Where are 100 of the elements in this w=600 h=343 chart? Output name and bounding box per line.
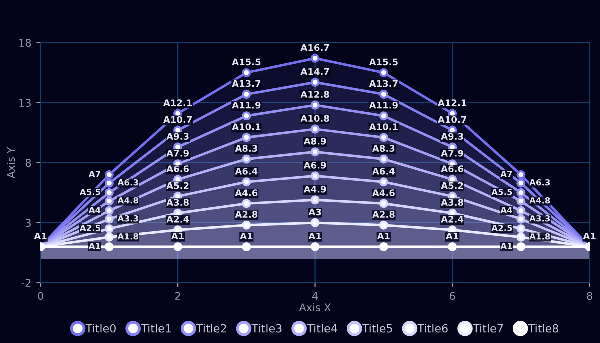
data-label: A7	[500, 171, 512, 178]
point	[516, 196, 526, 206]
data-label: A12.1	[438, 100, 467, 106]
data-label: A2.8	[372, 211, 395, 218]
point	[104, 214, 114, 224]
x-axis-title: Axis X	[299, 303, 332, 312]
data-label: A16.7	[300, 44, 330, 52]
legend-label: Title6	[418, 324, 448, 333]
legend-label: Title7	[473, 324, 503, 333]
x-tick-label: 4	[312, 292, 318, 300]
legend-label: Title3	[252, 324, 282, 333]
data-label: A6.6	[441, 166, 464, 172]
point	[379, 112, 388, 121]
point	[242, 112, 252, 121]
data-label: A1	[34, 232, 47, 240]
point	[379, 220, 388, 230]
x-tick-label: 0	[38, 292, 44, 300]
data-label: A10.1	[369, 124, 398, 130]
x-tick-label: 2	[176, 292, 180, 300]
point	[516, 232, 526, 242]
data-label: A8.3	[235, 145, 258, 152]
point	[104, 206, 114, 216]
point	[379, 242, 388, 252]
data-label: A8.3	[372, 145, 395, 152]
point	[516, 214, 526, 224]
data-label: A10.7	[438, 116, 466, 124]
data-label: A3.3	[118, 215, 138, 222]
data-label: A4	[500, 207, 512, 214]
point	[104, 232, 114, 242]
point	[516, 178, 526, 188]
point	[310, 148, 320, 157]
data-label: A12.1	[163, 100, 192, 106]
data-label: A3.8	[441, 199, 464, 206]
data-label: A6.3	[118, 179, 138, 186]
point	[310, 218, 320, 228]
data-label: A12.8	[300, 91, 330, 98]
point	[242, 133, 252, 142]
point	[310, 124, 320, 134]
data-label: A4.8	[118, 197, 138, 204]
data-label: A9.3	[166, 133, 189, 140]
point	[104, 170, 114, 180]
point	[242, 220, 252, 230]
point	[379, 90, 388, 100]
data-label: A4.8	[530, 197, 550, 204]
data-label: A2.5	[80, 225, 101, 232]
data-label: A6.6	[166, 166, 190, 172]
point	[310, 54, 320, 63]
data-label: A5.2	[441, 182, 464, 190]
data-label: A8.9	[304, 138, 326, 145]
data-label: A5.2	[166, 182, 189, 190]
data-label: A14.7	[300, 68, 330, 76]
point	[104, 178, 114, 188]
legend-label: Title5	[362, 324, 392, 333]
point	[104, 242, 114, 252]
data-label: A6.9	[304, 162, 326, 169]
data-label: A4.9	[304, 186, 326, 193]
point	[310, 78, 320, 88]
x-tick-label: 6	[450, 292, 456, 300]
y-tick-label: 8	[26, 159, 32, 168]
data-label: A2.4	[441, 216, 464, 223]
point	[379, 154, 388, 164]
legend-label: Title2	[196, 324, 226, 333]
data-label: A15.5	[232, 58, 261, 66]
y-axis-title: Axis Y	[7, 147, 16, 178]
data-label: A5.5	[80, 189, 101, 196]
point	[174, 242, 183, 252]
y-tick-label: 13	[20, 99, 31, 108]
point	[516, 242, 526, 252]
data-label: A11.9	[232, 102, 261, 109]
data-label: A3.3	[530, 215, 550, 222]
point	[310, 100, 320, 110]
x-tick-label: 8	[587, 292, 592, 300]
data-label: A1.8	[118, 233, 138, 240]
data-label: A4.6	[235, 190, 258, 196]
data-label: A4.6	[372, 190, 395, 196]
point	[379, 178, 388, 187]
data-label: A1.8	[530, 233, 550, 240]
point	[310, 172, 320, 181]
data-label: A1	[446, 232, 459, 240]
point	[104, 196, 114, 206]
point	[242, 242, 252, 252]
data-label: A4	[88, 207, 101, 214]
data-label: A7.9	[166, 150, 189, 157]
data-label: A10.1	[232, 124, 261, 130]
data-label: A15.5	[369, 58, 398, 66]
data-label: A1	[583, 232, 596, 240]
data-label: A6.4	[235, 168, 258, 175]
data-label: A9.3	[441, 133, 464, 140]
y-tick-label: 3	[26, 219, 31, 228]
data-label: A3.8	[166, 199, 189, 206]
data-label: A10.7	[163, 116, 192, 124]
data-label: A6.4	[372, 168, 395, 175]
point	[379, 133, 388, 142]
data-label: A2.8	[235, 211, 258, 218]
point	[242, 68, 252, 78]
point	[516, 206, 526, 216]
point	[379, 199, 388, 208]
data-label: A1	[500, 243, 512, 250]
data-label: A1	[88, 243, 101, 250]
point	[310, 242, 320, 252]
